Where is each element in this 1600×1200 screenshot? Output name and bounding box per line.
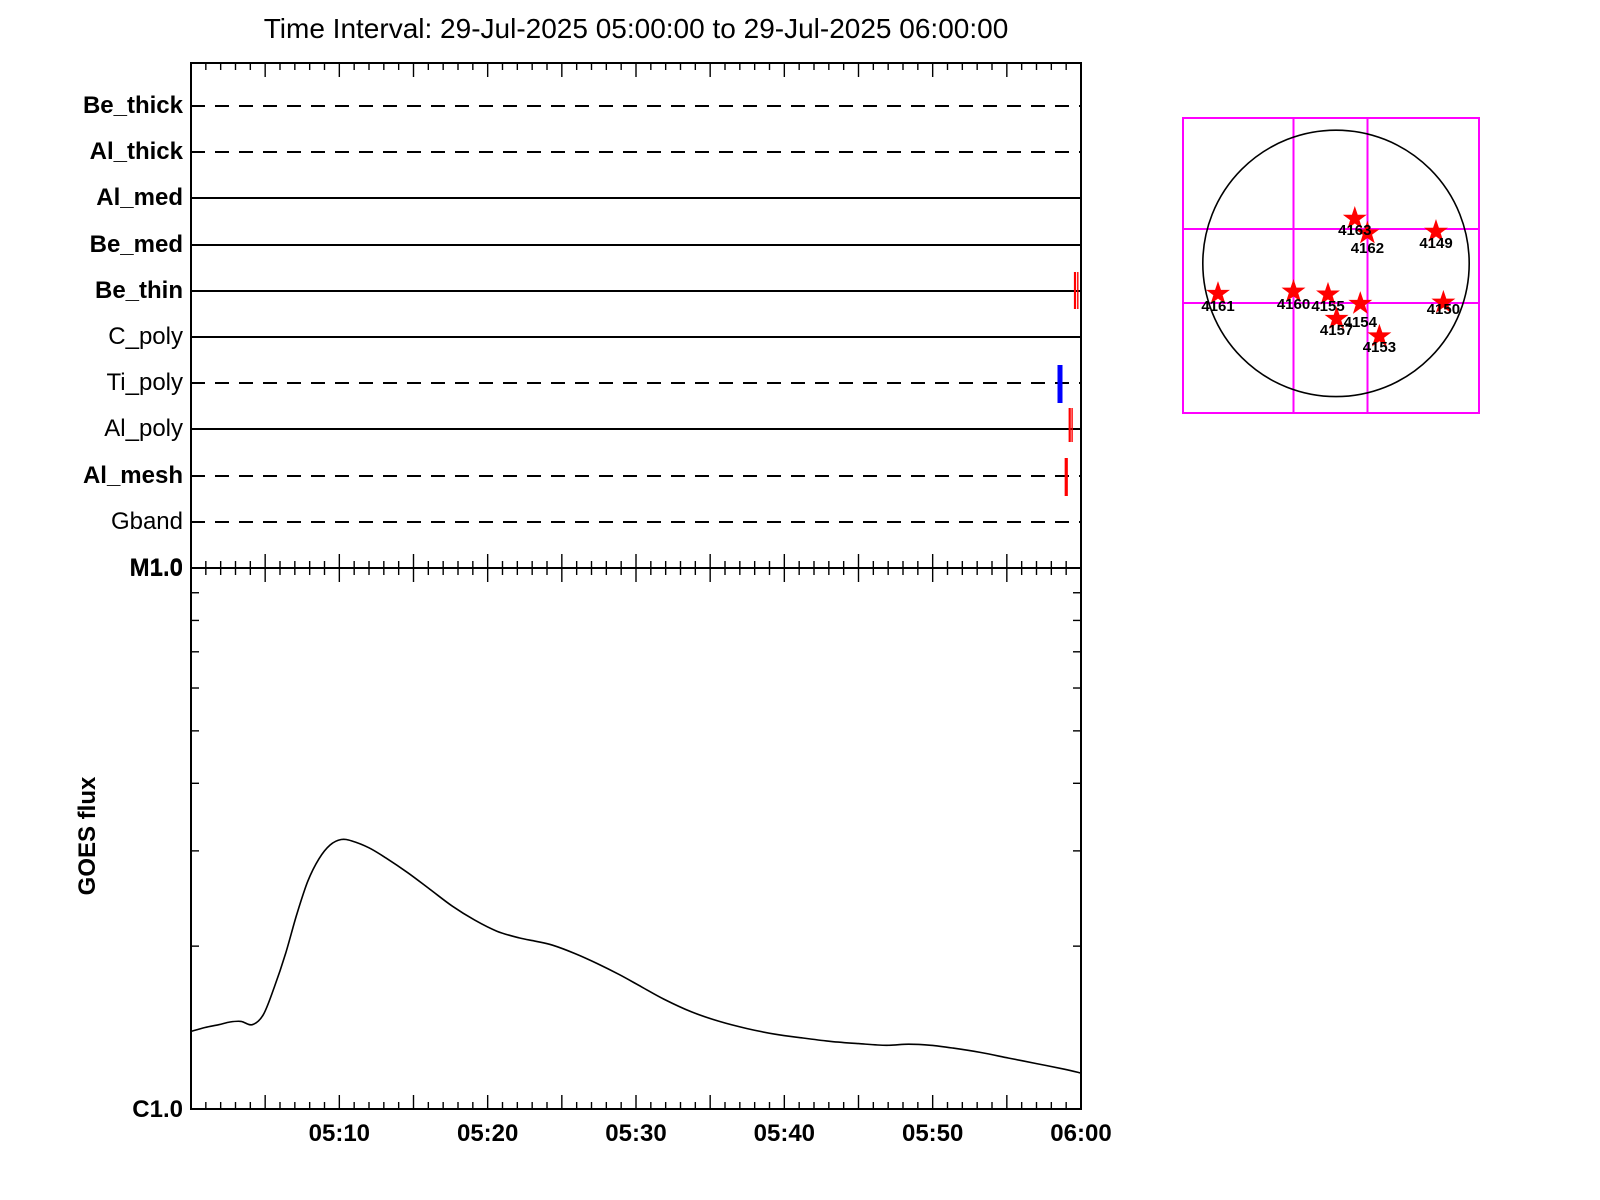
svg-text:Be_med: Be_med — [90, 231, 183, 258]
svg-text:4160: 4160 — [1277, 296, 1310, 313]
svg-text:4155: 4155 — [1311, 298, 1344, 315]
svg-text:4162: 4162 — [1351, 240, 1384, 257]
svg-text:05:50: 05:50 — [902, 1120, 963, 1147]
svg-text:C1.0: C1.0 — [132, 1096, 183, 1123]
svg-text:Al_mesh: Al_mesh — [83, 462, 183, 489]
svg-text:05:20: 05:20 — [457, 1120, 518, 1147]
svg-text:05:40: 05:40 — [754, 1120, 815, 1147]
svg-text:4150: 4150 — [1427, 301, 1460, 318]
svg-text:Be_thin: Be_thin — [95, 277, 183, 304]
svg-text:4161: 4161 — [1201, 298, 1234, 315]
svg-text:C_poly: C_poly — [108, 323, 183, 350]
svg-text:M1.0: M1.0 — [130, 555, 183, 582]
svg-text:GOES flux: GOES flux — [74, 776, 101, 895]
svg-text:05:10: 05:10 — [309, 1120, 370, 1147]
svg-text:Be_thick: Be_thick — [83, 92, 184, 119]
svg-text:Al_poly: Al_poly — [104, 415, 183, 442]
svg-text:Gband: Gband — [111, 508, 183, 535]
svg-text:4149: 4149 — [1419, 235, 1452, 252]
svg-text:Time Interval: 29-Jul-2025 05:: Time Interval: 29-Jul-2025 05:00:00 to 2… — [264, 13, 1009, 44]
svg-text:Al_thick: Al_thick — [90, 138, 184, 165]
svg-text:05:30: 05:30 — [605, 1120, 666, 1147]
svg-text:Al_med: Al_med — [96, 184, 183, 211]
svg-text:4153: 4153 — [1363, 339, 1396, 356]
svg-text:Ti_poly: Ti_poly — [107, 369, 183, 396]
svg-text:06:00: 06:00 — [1050, 1120, 1111, 1147]
svg-text:4157: 4157 — [1320, 322, 1353, 339]
svg-text:4163: 4163 — [1338, 222, 1371, 239]
